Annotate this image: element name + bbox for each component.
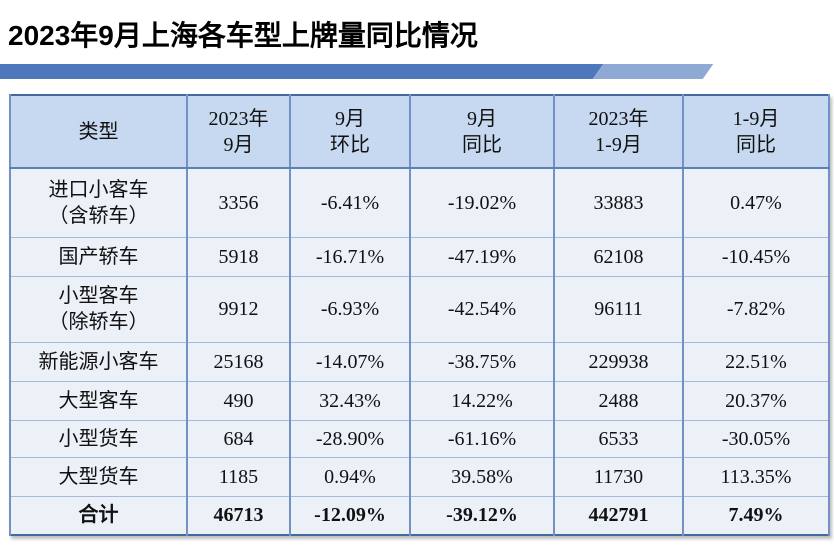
value-cell: 0.47% — [682, 167, 830, 238]
value-cell: 3356 — [186, 167, 291, 238]
value-cell: -28.90% — [289, 419, 411, 458]
header-type: 类型 — [9, 94, 188, 169]
value-cell: 20.37% — [682, 380, 830, 421]
title-underline-bar-light-segment — [592, 64, 714, 79]
value-cell: 62108 — [553, 236, 684, 277]
row-label-cell: 小型货车 — [9, 419, 188, 458]
value-cell: 7.49% — [682, 495, 830, 536]
table-body: 进口小客车 （含轿车） 3356 -6.41% -19.02% 33883 0.… — [9, 167, 830, 536]
row-label-cell: 大型客车 — [9, 380, 188, 421]
table-row-small-passenger: 小型客车 （除轿车） 9912 -6.93% -42.54% 96111 -7.… — [9, 275, 830, 343]
value-cell: -6.93% — [289, 275, 411, 343]
value-cell: -19.02% — [409, 167, 555, 238]
value-cell: 5918 — [186, 236, 291, 277]
row-label-cell: 小型客车 （除轿车） — [9, 275, 188, 343]
value-cell: 490 — [186, 380, 291, 421]
table-row-total: 合计 46713 -12.09% -39.12% 442791 7.49% — [9, 495, 830, 536]
row-label-cell: 大型货车 — [9, 456, 188, 497]
table-row-small-truck: 小型货车 684 -28.90% -61.16% 6533 -30.05% — [9, 419, 830, 458]
value-cell: 25168 — [186, 341, 291, 382]
value-cell: 11730 — [553, 456, 684, 497]
title-underline-bar-dark-segment — [0, 64, 604, 79]
value-cell: -10.45% — [682, 236, 830, 277]
table-row-nev-passenger: 新能源小客车 25168 -14.07% -38.75% 229938 22.5… — [9, 341, 830, 382]
header-sep-mom: 9月 环比 — [289, 94, 411, 169]
header-sep-yoy: 9月 同比 — [409, 94, 555, 169]
table-row-domestic-sedan: 国产轿车 5918 -16.71% -47.19% 62108 -10.45% — [9, 236, 830, 277]
value-cell: -42.54% — [409, 275, 555, 343]
value-cell: 0.94% — [289, 456, 411, 497]
value-cell: -12.09% — [289, 495, 411, 536]
table-header: 类型 2023年 9月 9月 环比 9月 同比 2023年 1-9月 1-9月 … — [9, 94, 830, 169]
value-cell: 96111 — [553, 275, 684, 343]
title-underline-bar — [0, 64, 834, 79]
value-cell: -39.12% — [409, 495, 555, 536]
header-2023-sep: 2023年 9月 — [186, 94, 291, 169]
value-cell: 113.35% — [682, 456, 830, 497]
value-cell: 32.43% — [289, 380, 411, 421]
value-cell: -14.07% — [289, 341, 411, 382]
table-row-large-bus: 大型客车 490 32.43% 14.22% 2488 20.37% — [9, 380, 830, 421]
page-title: 2023年9月上海各车型上牌量同比情况 — [8, 20, 478, 51]
value-cell: 39.58% — [409, 456, 555, 497]
value-cell: 6533 — [553, 419, 684, 458]
row-label-cell: 国产轿车 — [9, 236, 188, 277]
value-cell: 22.51% — [682, 341, 830, 382]
row-label-cell: 合计 — [9, 495, 188, 536]
value-cell: 9912 — [186, 275, 291, 343]
value-cell: 33883 — [553, 167, 684, 238]
value-cell: 684 — [186, 419, 291, 458]
value-cell: -30.05% — [682, 419, 830, 458]
row-label-cell: 新能源小客车 — [9, 341, 188, 382]
value-cell: 2488 — [553, 380, 684, 421]
value-cell: 229938 — [553, 341, 684, 382]
value-cell: -61.16% — [409, 419, 555, 458]
value-cell: -47.19% — [409, 236, 555, 277]
registration-stats-table: 类型 2023年 9月 9月 环比 9月 同比 2023年 1-9月 1-9月 … — [9, 94, 830, 536]
table-row-imported-passenger: 进口小客车 （含轿车） 3356 -6.41% -19.02% 33883 0.… — [9, 167, 830, 238]
header-2023-jan-sep: 2023年 1-9月 — [553, 94, 684, 169]
value-cell: -38.75% — [409, 341, 555, 382]
row-label-cell: 进口小客车 （含轿车） — [9, 167, 188, 238]
value-cell: 14.22% — [409, 380, 555, 421]
header-jan-sep-yoy: 1-9月 同比 — [682, 94, 830, 169]
value-cell: 442791 — [553, 495, 684, 536]
table-row-large-truck: 大型货车 1185 0.94% 39.58% 11730 113.35% — [9, 456, 830, 497]
value-cell: 1185 — [186, 456, 291, 497]
value-cell: -16.71% — [289, 236, 411, 277]
header-row: 类型 2023年 9月 9月 环比 9月 同比 2023年 1-9月 1-9月 … — [9, 94, 830, 169]
value-cell: 46713 — [186, 495, 291, 536]
value-cell: -6.41% — [289, 167, 411, 238]
value-cell: -7.82% — [682, 275, 830, 343]
